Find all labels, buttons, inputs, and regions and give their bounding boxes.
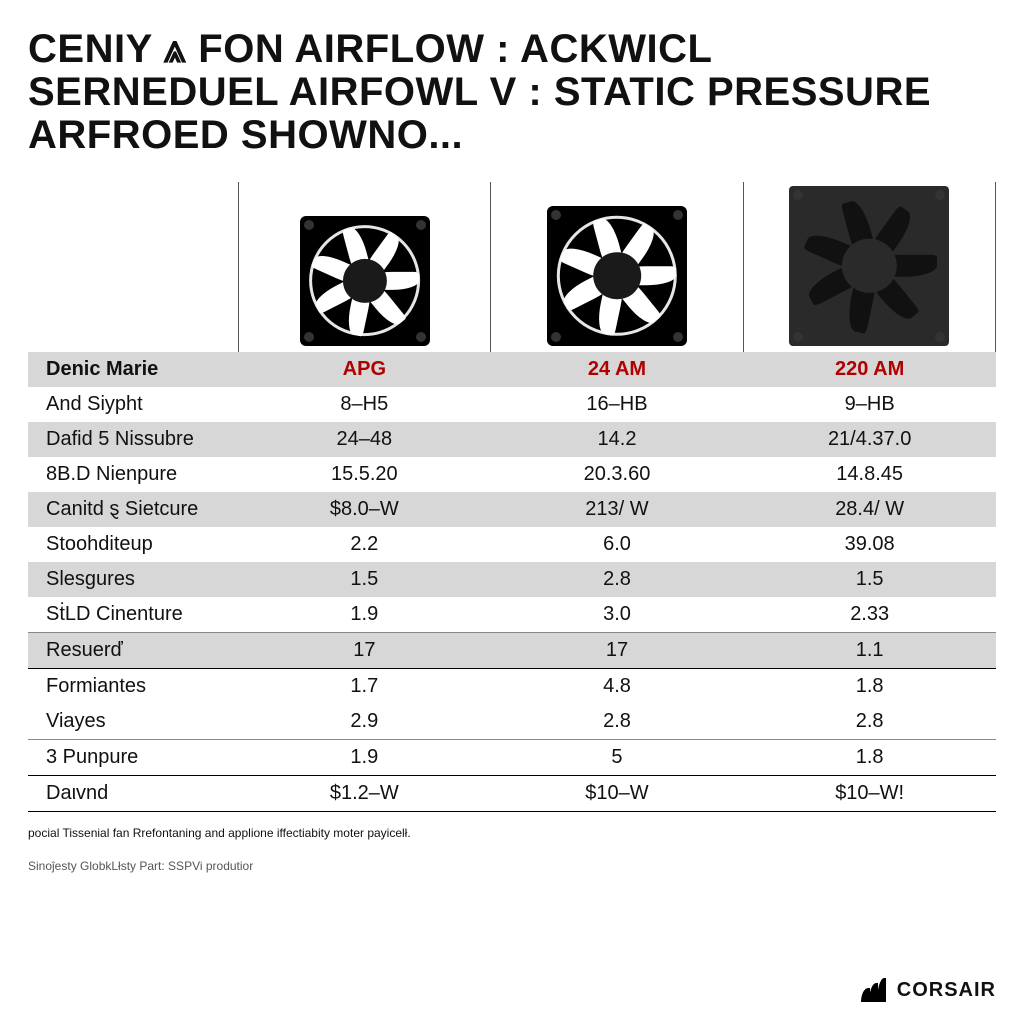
table-row: Viayes2.92.82.8 [28, 704, 996, 740]
cell-value: 1.9 [238, 739, 491, 775]
cell-value: 2.33 [743, 597, 996, 633]
cell-value: 3.0 [491, 597, 744, 633]
row-label: SṫLD Cinenture [28, 597, 238, 633]
footnote-secondary: Sinoĵesty GlobkLłsty Part: SSPVi produti… [28, 859, 996, 873]
cell-value: 17 [491, 632, 744, 668]
row-label: Canitd ȿ Sietcure [28, 492, 238, 527]
cell-value: 1.7 [238, 668, 491, 704]
cell-value: 15.5.20 [238, 457, 491, 492]
row-label: Resuerď [28, 632, 238, 668]
column-header: APG [238, 352, 491, 387]
cell-value: 14.8.45 [743, 457, 996, 492]
cell-value: 213/ W [491, 492, 744, 527]
cell-value: 2.2 [238, 527, 491, 562]
table-row: And Siypht8–H516–HB9–HB [28, 387, 996, 422]
cell-value: 2.8 [743, 704, 996, 740]
fan-icon [789, 186, 949, 346]
cell-value: $8.0–W [238, 492, 491, 527]
table-row: Canitd ȿ Sietcure$8.0–W213/ W28.4/ W [28, 492, 996, 527]
row-label: Viayes [28, 704, 238, 740]
table-row: Resuerď17171.1 [28, 632, 996, 668]
cell-value: 1.5 [743, 562, 996, 597]
cell-value: $10–W! [743, 775, 996, 811]
cell-value: $10–W [491, 775, 744, 811]
table-row: Formiantes1.74.81.8 [28, 668, 996, 704]
column-header: 24 AM [491, 352, 744, 387]
table-row: Slesgures1.52.81.5 [28, 562, 996, 597]
cell-value: 28.4/ W [743, 492, 996, 527]
cell-value: 17 [238, 632, 491, 668]
cell-value: 4.8 [491, 668, 744, 704]
row-label: Slesgures [28, 562, 238, 597]
row-label: Dafid 5 Nissubre [28, 422, 238, 457]
table-row: Stoohditeup2.26.039.08 [28, 527, 996, 562]
cell-value: 24–48 [238, 422, 491, 457]
cell-value: 2.8 [491, 704, 744, 740]
column-header: 220 AM [743, 352, 996, 387]
cell-value: 14.2 [491, 422, 744, 457]
cell-value: 5 [491, 739, 744, 775]
cell-value: 20.3.60 [491, 457, 744, 492]
table-row: Dafid 5 Nissubre24–4814.221/4.37.0 [28, 422, 996, 457]
fan-icon [300, 216, 430, 346]
comparison-table: Denic MarieAPG24 AM220 AMAnd Siypht8–H51… [28, 182, 996, 812]
cell-value: 2.9 [238, 704, 491, 740]
cell-value: 1.9 [238, 597, 491, 633]
table-row: 3 Punpure1.951.8 [28, 739, 996, 775]
cell-value: 16–HB [491, 387, 744, 422]
spec-table: Denic MarieAPG24 AM220 AMAnd Siypht8–H51… [28, 352, 996, 812]
row-label: Denic Marie [28, 352, 238, 387]
cell-value: 2.8 [491, 562, 744, 597]
cell-value: 1.8 [743, 668, 996, 704]
table-row: Daιvnd$1.2–W$10–W$10–W! [28, 775, 996, 811]
cell-value: 1.5 [238, 562, 491, 597]
page-title: CENIY ⩓ FON AIRFLOW : ACKWICL SERNEDUEL … [28, 28, 996, 158]
cell-value: $1.2–W [238, 775, 491, 811]
cell-value: 1.1 [743, 632, 996, 668]
cell-value: 6.0 [491, 527, 744, 562]
title-line-3: ARFROED SHOWNO... [28, 113, 463, 157]
row-label: 8B.D Nienpure [28, 457, 238, 492]
fan-image-row [28, 182, 996, 352]
cell-value: 39.08 [743, 527, 996, 562]
row-label: Stoohditeup [28, 527, 238, 562]
table-row: 8B.D Nienpure15.5.2020.3.6014.8.45 [28, 457, 996, 492]
corsair-sails-icon [861, 978, 891, 1002]
row-label: Daιvnd [28, 775, 238, 811]
row-label: Formiantes [28, 668, 238, 704]
title-line-1: CENIY ⩓ FON AIRFLOW : ACKWICL [28, 27, 712, 71]
brand-logo: CORSAIR [861, 978, 996, 1002]
cell-value: 9–HB [743, 387, 996, 422]
table-header-row: Denic MarieAPG24 AM220 AM [28, 352, 996, 387]
cell-value: 8–H5 [238, 387, 491, 422]
brand-text: CORSAIR [897, 979, 996, 1002]
cell-value: 21/4.37.0 [743, 422, 996, 457]
fan-icon [547, 206, 687, 346]
footnote: pocial Tissenial fan Rrefontaning and ap… [28, 826, 996, 842]
title-line-2: SERNEDUEL AIRFOWL V : STATIC PRESSURE [28, 70, 931, 114]
row-label: 3 Punpure [28, 739, 238, 775]
table-row: SṫLD Cinenture1.93.02.33 [28, 597, 996, 633]
row-label: And Siypht [28, 387, 238, 422]
cell-value: 1.8 [743, 739, 996, 775]
